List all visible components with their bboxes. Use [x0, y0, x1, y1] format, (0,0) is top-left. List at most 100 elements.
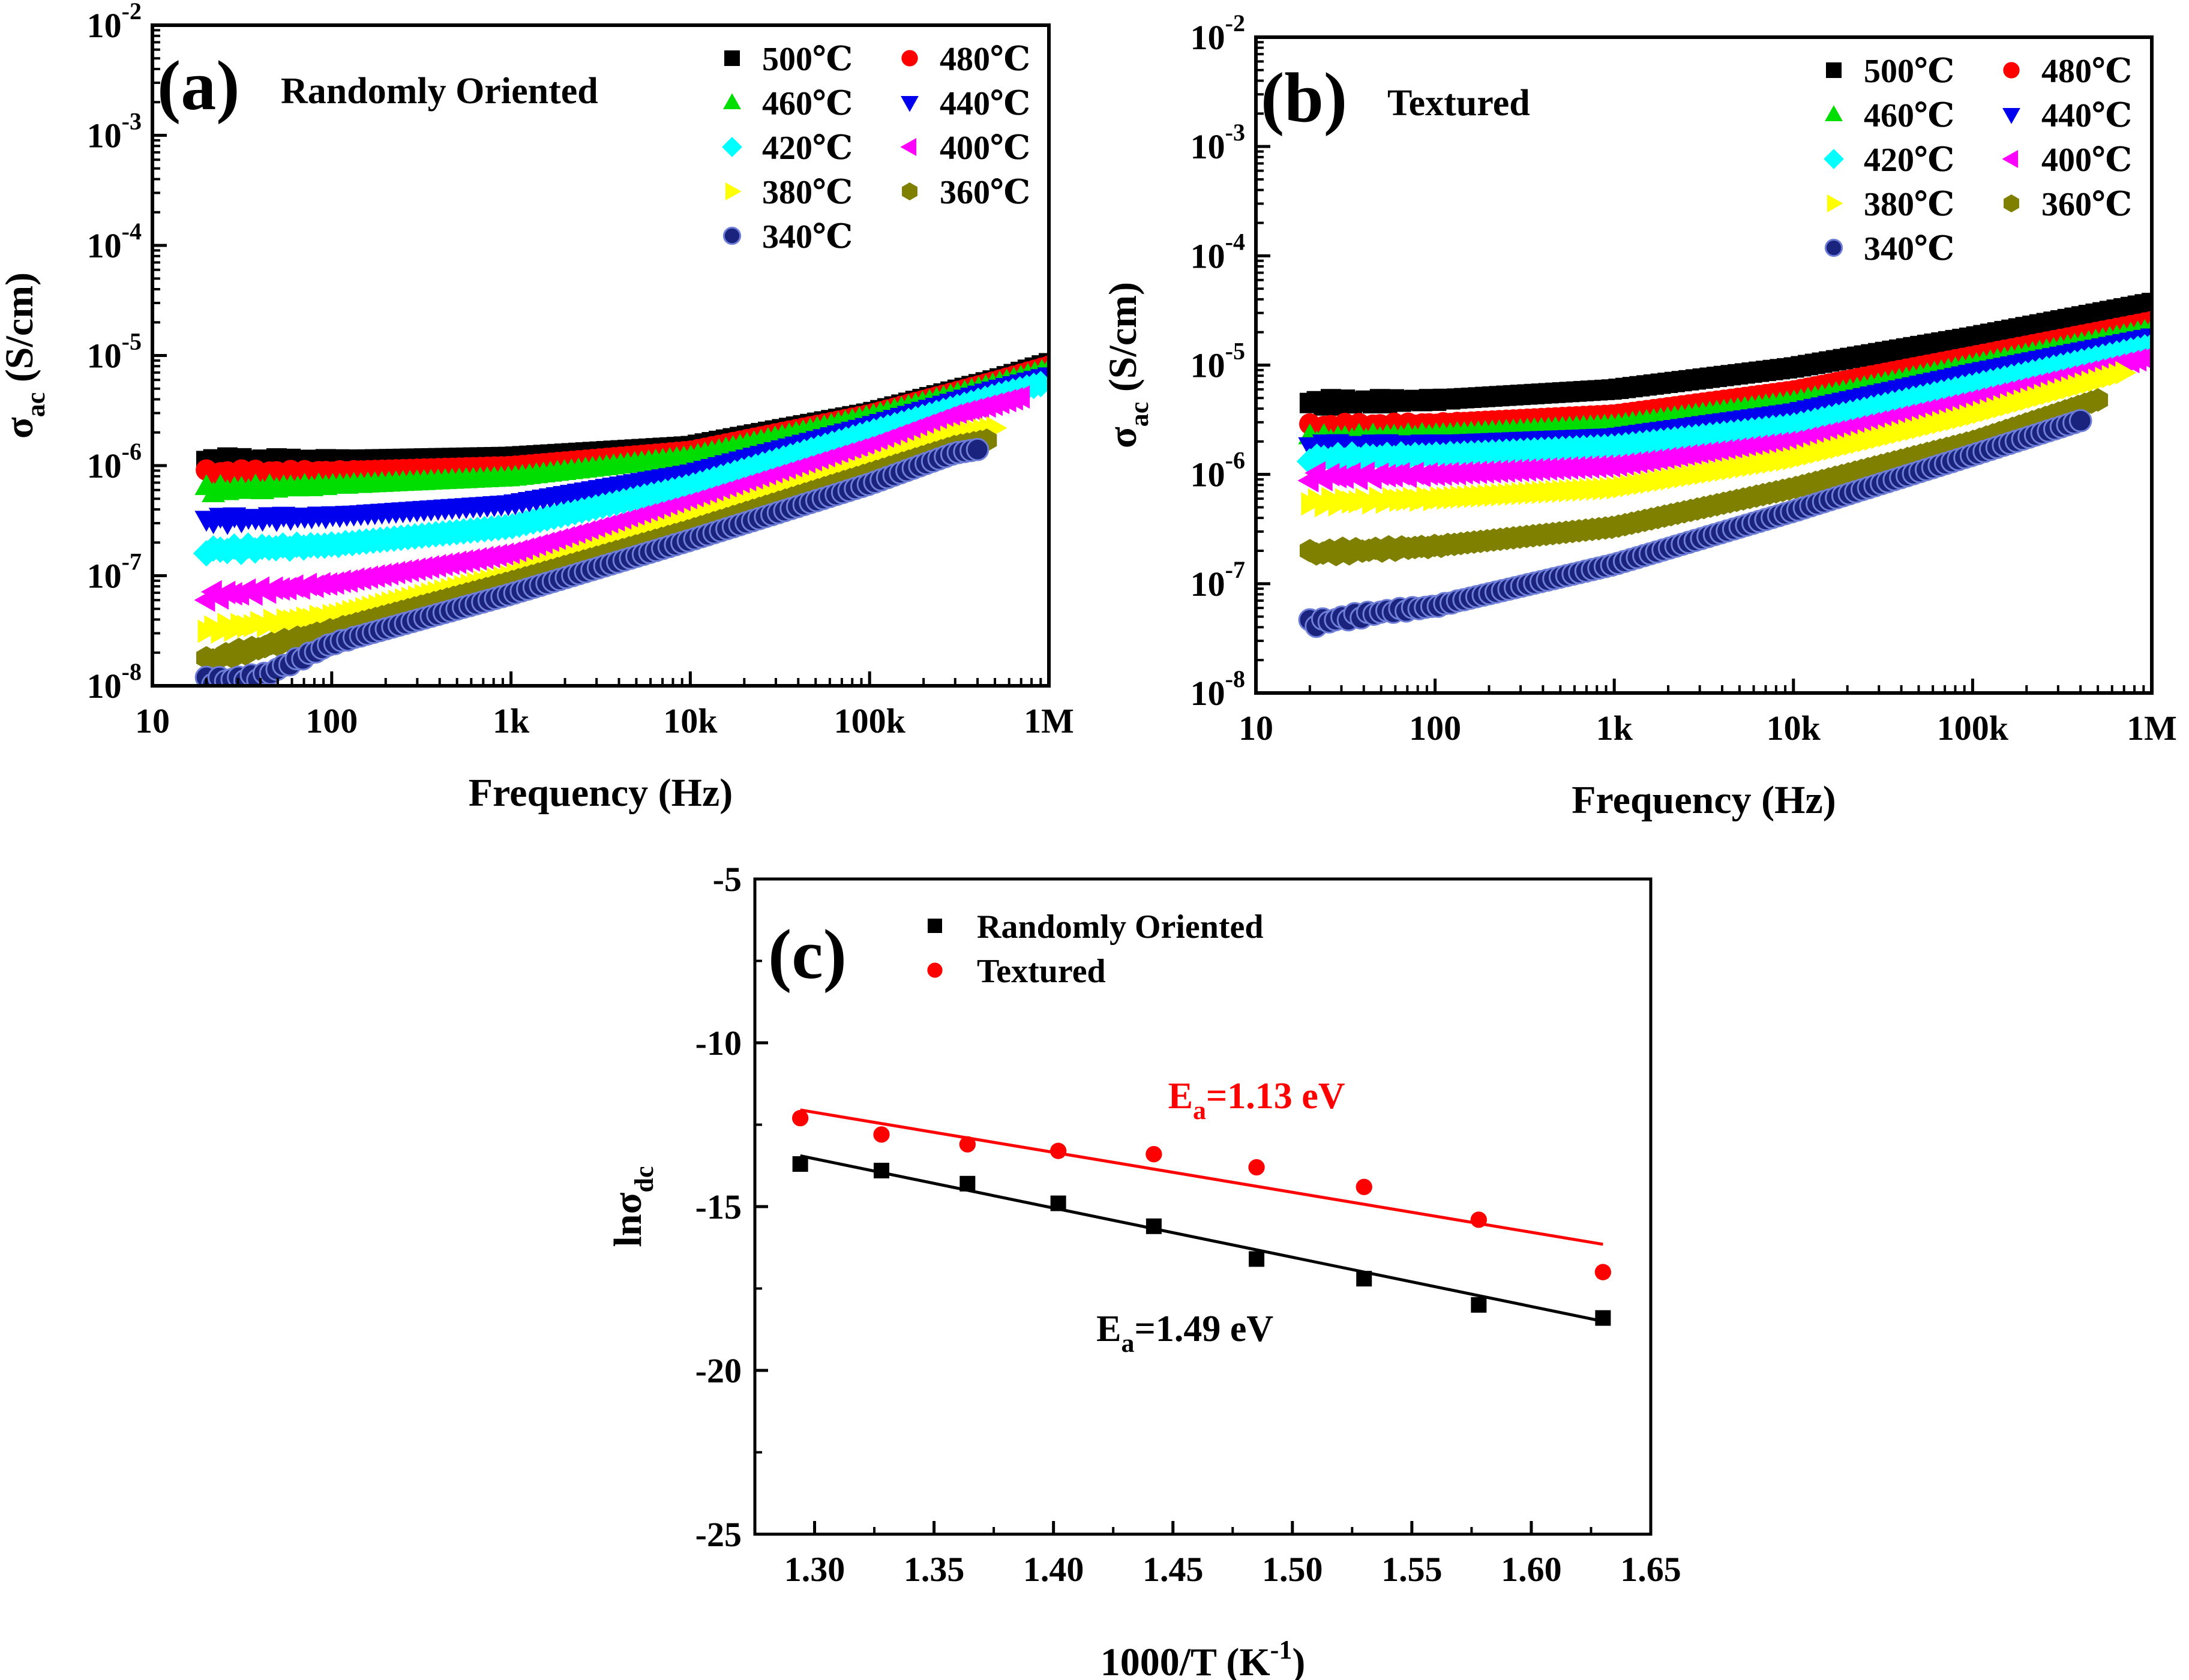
x-tick-label: 1.60: [1501, 1550, 1562, 1589]
data-point: [2115, 361, 2137, 385]
legend-marker: [725, 182, 742, 200]
legend-label: 480℃: [2041, 53, 2132, 90]
legend-marker: [2003, 62, 2020, 79]
legend-label: 480℃: [940, 41, 1030, 78]
data-point: [1470, 1211, 1487, 1228]
y-tick-base: 10: [1191, 18, 1225, 57]
data-point: [1050, 1195, 1066, 1211]
data-point: [959, 1136, 976, 1153]
legend-label: 400℃: [940, 130, 1030, 167]
x-tick-label: 1.55: [1381, 1550, 1443, 1589]
y-tick-base: 10: [87, 226, 122, 265]
series-400℃: [194, 385, 1030, 612]
x-tick-label: 1.45: [1143, 1550, 1204, 1589]
panel-label: (c): [768, 915, 847, 994]
legend-label: 500℃: [1864, 53, 1954, 90]
x-tick-label: 1.30: [784, 1550, 845, 1589]
legend-label: 440℃: [940, 85, 1030, 122]
data-point: [2142, 292, 2152, 313]
legend: Randomly Oriented Textured: [927, 908, 1264, 990]
plot-area-b: [1296, 292, 2152, 638]
annotation-main: E: [1168, 1076, 1193, 1117]
y-tick-label: 10-3: [87, 108, 142, 155]
plot-area-a: [193, 353, 1049, 686]
annotation-sub: a: [1122, 1328, 1135, 1358]
data-point: [1249, 1251, 1265, 1267]
legend-label: 360℃: [2041, 186, 2132, 223]
y-tick-label: -25: [695, 1515, 742, 1554]
y-tick-label: 10-6: [1191, 447, 1245, 494]
data-point: [1595, 1310, 1611, 1326]
series-Textured: [791, 1109, 1612, 1280]
panel-a: 10 100 1k 10k 100k 1M10-810-710-610-510-410-3…: [0, 0, 1074, 815]
data-point: [959, 1175, 976, 1192]
y-tick-exponent: -4: [1225, 228, 1245, 255]
x-tick-label: 10k: [1767, 709, 1821, 748]
series-340℃: [194, 437, 989, 686]
y-tick-exponent: -8: [122, 658, 142, 685]
data-point: [1146, 1218, 1162, 1234]
fit-line: [800, 1154, 1603, 1323]
legend-label: 380℃: [1864, 186, 1954, 223]
data-point: [965, 437, 989, 461]
legend-marker: [724, 50, 740, 66]
y-axis-title: lnσdc: [606, 1166, 659, 1247]
plot-frame: [753, 877, 1653, 1536]
series-500℃: [1299, 292, 2152, 416]
data-point: [1471, 1297, 1487, 1313]
y-tick-base: 10: [1191, 455, 1225, 494]
y-tick-label: 10-2: [1191, 10, 1245, 57]
y-tick-base: 10: [1191, 127, 1225, 166]
annotation-sub: a: [1193, 1096, 1206, 1125]
legend-label: 420℃: [1864, 142, 1954, 179]
panel-title: Textured: [1387, 83, 1530, 124]
panel-label: (b): [1261, 58, 1347, 137]
y-tick-base: 10: [87, 116, 122, 155]
x-tick-label: 10: [135, 701, 170, 740]
data-point: [1356, 1178, 1372, 1195]
y-tick-base: 10: [87, 557, 122, 596]
x-tick-label: 100k: [1937, 709, 2009, 748]
legend-label: 420℃: [762, 130, 853, 167]
legend-marker: [2004, 194, 2019, 212]
y-tick-base: 10: [1191, 674, 1225, 713]
x-tick-label: 100: [305, 701, 358, 740]
data-point: [2139, 349, 2152, 364]
x-tick-label: 100: [1409, 709, 1461, 748]
data-point: [1248, 1159, 1265, 1176]
y-axis-title: σac (S/cm): [0, 272, 50, 439]
data-point: [792, 1156, 808, 1172]
legend-label: 440℃: [2041, 97, 2132, 134]
panel-c: 1.30 1.35 1.40 1.45 1.50 1.55 1.60 1.65 -5 -10 -15…: [606, 860, 1681, 1680]
y-tick-exponent: -6: [1225, 447, 1245, 474]
y-tick-label: 10-6: [87, 438, 142, 485]
legend-label: 380℃: [762, 174, 853, 211]
legend-marker: [1827, 194, 1843, 212]
legend-label: 400℃: [2041, 142, 2132, 179]
y-tick-exponent: -5: [122, 328, 142, 355]
x-tick-label: 1.50: [1262, 1550, 1323, 1589]
y-axis-title-main: σ: [0, 417, 41, 439]
data-point: [2068, 409, 2092, 433]
y-tick-exponent: -2: [1225, 10, 1245, 37]
y-tick-label: 10-8: [87, 658, 142, 706]
legend-marker: [900, 138, 917, 156]
x-tick-label: 1k: [493, 701, 530, 740]
y-tick-base: 10: [1191, 236, 1225, 275]
data-point: [791, 1109, 809, 1127]
legend-label: 460℃: [762, 85, 853, 122]
x-axis-title: 1000/T (K-1): [1101, 1635, 1306, 1680]
x-axis-title-end: ): [1292, 1640, 1305, 1680]
y-tick-base: 10: [87, 667, 122, 706]
annotation-rest: =1.13 eV: [1206, 1076, 1345, 1117]
x-tick-label: 1M: [2127, 709, 2177, 748]
legend-label: Randomly Oriented: [977, 908, 1264, 946]
legend-label: 340℃: [762, 218, 853, 256]
y-tick-base: 10: [1191, 565, 1225, 604]
y-tick-label: 10-8: [1191, 665, 1245, 713]
series-340℃: [1298, 409, 2092, 638]
panel-label: (a): [157, 46, 240, 125]
y-tick-label: 10-4: [87, 218, 142, 265]
y-tick-label: 10-3: [1191, 119, 1245, 166]
